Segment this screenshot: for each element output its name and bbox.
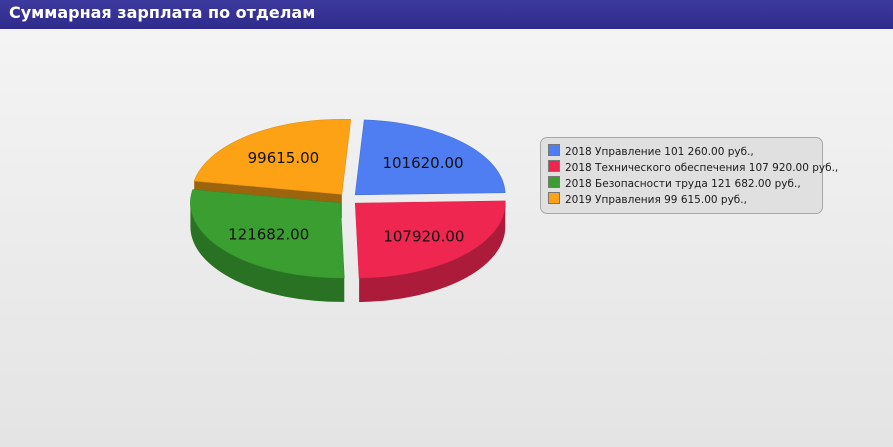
plot-area: 101620.00 107920.00 121682.00 99615.00 2018… (0, 29, 893, 447)
pie-slice-1 (354, 119, 506, 196)
pie-side-3 (190, 202, 345, 302)
legend-swatch-2 (548, 160, 560, 172)
legend-item-1: 2018 Управление 101 260.00 руб., (548, 144, 754, 158)
legend-item-2: 2018 Технического обеспечения 107 920.00… (548, 160, 838, 174)
pie-side-2 (359, 203, 506, 303)
slice-value-label-2: 107920.00 (383, 228, 464, 246)
slice-value-label-1: 101620.00 (382, 154, 463, 172)
pie-slice-4 (193, 118, 352, 195)
title-bar: Суммарная зарплата по отделам (0, 0, 893, 30)
pie-slice-3 (190, 189, 345, 279)
legend-swatch-3 (548, 176, 560, 188)
legend-item-3: 2018 Безопасности труда 121 682.00 руб., (548, 176, 801, 190)
pie-chart: 101620.00 107920.00 121682.00 99615.00 (190, 118, 506, 303)
legend-label-4: 2019 Управления 99 615.00 руб., (565, 194, 747, 206)
pie-slice-2 (354, 200, 506, 279)
legend-swatch-1 (548, 144, 560, 156)
legend-item-4: 2019 Управления 99 615.00 руб., (548, 192, 747, 206)
slice-value-label-3: 121682.00 (228, 226, 309, 244)
legend-label-2: 2018 Технического обеспечения 107 920.00… (565, 162, 839, 174)
legend-swatch-4 (548, 192, 560, 204)
pie-top-faces (190, 118, 506, 279)
legend: 2018 Управление 101 260.00 руб., 2018 Те… (540, 137, 838, 214)
slice-value-label-4: 99615.00 (248, 149, 320, 167)
chart-title: Суммарная зарплата по отделам (9, 3, 316, 22)
legend-label-1: 2018 Управление 101 260.00 руб., (565, 146, 754, 158)
pie-value-labels: 101620.00 107920.00 121682.00 99615.00 (228, 149, 464, 245)
legend-label-3: 2018 Безопасности труда 121 682.00 руб., (565, 178, 801, 190)
